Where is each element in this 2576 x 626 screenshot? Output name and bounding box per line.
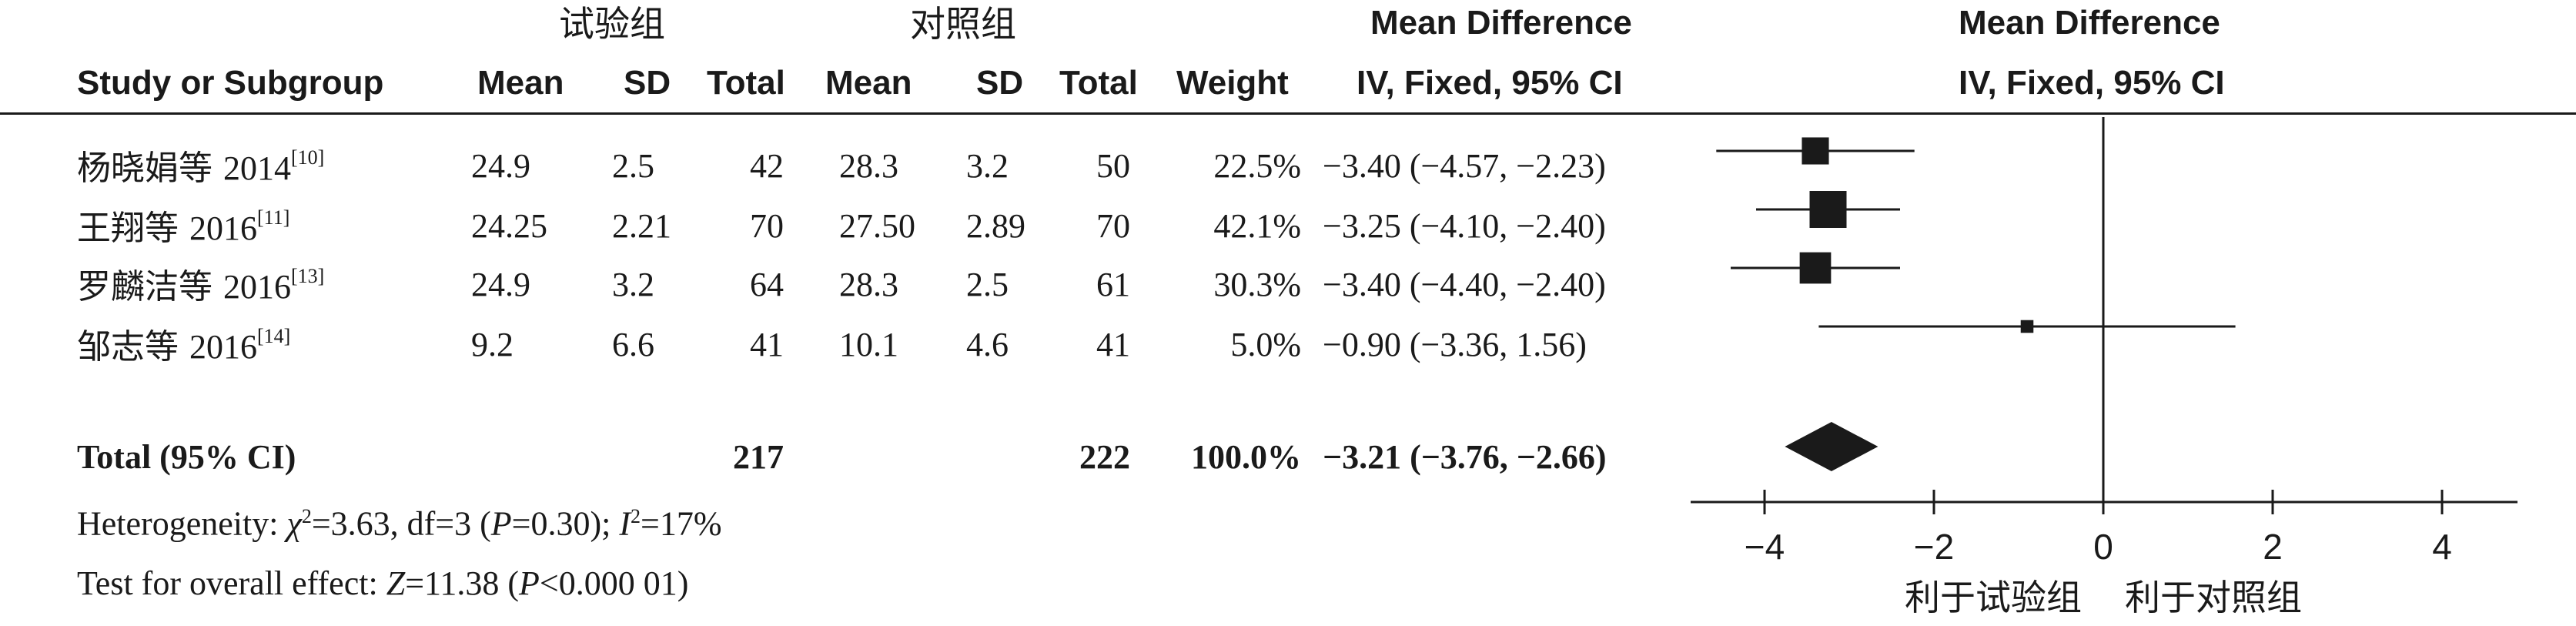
point-estimate <box>1809 191 1847 228</box>
plot-title: Mean Difference <box>1959 4 2220 42</box>
exp-sd: 3.2 <box>612 266 654 303</box>
exp-mean: 24.9 <box>471 266 530 303</box>
ctl-mean: 28.3 <box>839 147 898 185</box>
ctl-sd: 2.89 <box>966 207 1025 245</box>
ctl-total: 50 <box>1096 147 1130 185</box>
md-ci: −3.40 (−4.40, −2.40) <box>1323 266 1606 303</box>
exp-sd-header: SD <box>624 64 671 102</box>
md-ci-header: IV, Fixed, 95% CI <box>1357 64 1623 102</box>
exp-total: 41 <box>750 326 784 363</box>
ctl-mean: 10.1 <box>839 326 898 363</box>
md-ci: −0.90 (−3.36, 1.56) <box>1323 326 1587 363</box>
header-rule <box>0 112 2576 115</box>
ctl-mean: 27.50 <box>839 207 915 245</box>
weight-header: Weight <box>1176 64 1289 102</box>
ctl-sd-header: SD <box>976 64 1024 102</box>
x-tick-label: 0 <box>2093 527 2113 567</box>
md-ci: −3.25 (−4.10, −2.40) <box>1323 207 1606 245</box>
favours-left-label: 利于试验组 <box>1905 577 2082 618</box>
study-name: 王翔等 2016[11] <box>77 206 290 248</box>
x-tick-label: −4 <box>1745 527 1785 567</box>
ctl-sd: 3.2 <box>966 147 1009 185</box>
total-md-ci: −3.21 (−3.76, −2.66) <box>1323 438 1607 476</box>
x-tick-label: −2 <box>1914 527 1954 567</box>
exp-mean: 24.9 <box>471 147 530 185</box>
study-name: 邹志等 2016[14] <box>77 325 291 367</box>
md-column-title: Mean Difference <box>1370 4 1632 42</box>
pooled-diamond <box>1785 422 1878 471</box>
exp-sd: 2.5 <box>612 147 654 185</box>
favours-right-label: 利于对照组 <box>2125 577 2302 618</box>
ctl-total-header: Total <box>1059 64 1138 102</box>
ctl-total: 70 <box>1096 207 1130 245</box>
ctl-mean-header: Mean <box>825 64 912 102</box>
total-ctl-total: 222 <box>1079 438 1130 476</box>
ctl-total: 61 <box>1096 266 1130 303</box>
experimental-group-header: 试验组 <box>559 3 665 45</box>
weight: 5.0% <box>1230 326 1301 363</box>
exp-mean: 24.25 <box>471 207 547 245</box>
weight: 30.3% <box>1213 266 1301 303</box>
exp-sd: 6.6 <box>612 326 654 363</box>
weight: 42.1% <box>1213 207 1301 245</box>
control-group-header: 对照组 <box>910 3 1016 45</box>
overall-effect-note: Test for overall effect: Z=11.38 (P<0.00… <box>77 564 689 602</box>
ctl-total: 41 <box>1096 326 1130 363</box>
study-name: 罗麟洁等 2016[13] <box>77 265 325 306</box>
total-weight: 100.0% <box>1191 438 1301 476</box>
exp-mean-header: Mean <box>477 64 564 102</box>
weight: 22.5% <box>1213 147 1301 185</box>
exp-mean: 9.2 <box>471 326 514 363</box>
point-estimate <box>1802 137 1829 165</box>
heterogeneity-note: Heterogeneity: χ2=3.63, df=3 (P=0.30); I… <box>77 504 722 543</box>
plot-ci-header: IV, Fixed, 95% CI <box>1959 64 2225 102</box>
ctl-mean: 28.3 <box>839 266 898 303</box>
exp-total-header: Total <box>707 64 785 102</box>
ctl-sd: 2.5 <box>966 266 1009 303</box>
exp-sd: 2.21 <box>612 207 671 245</box>
total-label: Total (95% CI) <box>77 438 296 476</box>
ctl-sd: 4.6 <box>966 326 1009 363</box>
exp-total: 64 <box>750 266 784 303</box>
point-estimate <box>2020 320 2034 333</box>
total-exp-total: 217 <box>733 438 784 476</box>
study-column-header: Study or Subgroup <box>77 64 384 102</box>
point-estimate <box>1799 252 1832 284</box>
x-tick-label: 2 <box>2263 527 2283 567</box>
exp-total: 42 <box>750 147 784 185</box>
exp-total: 70 <box>750 207 784 245</box>
study-name: 杨晓娟等 2014[10] <box>77 146 325 188</box>
x-tick-label: 4 <box>2432 527 2452 567</box>
md-ci: −3.40 (−4.57, −2.23) <box>1323 147 1606 185</box>
